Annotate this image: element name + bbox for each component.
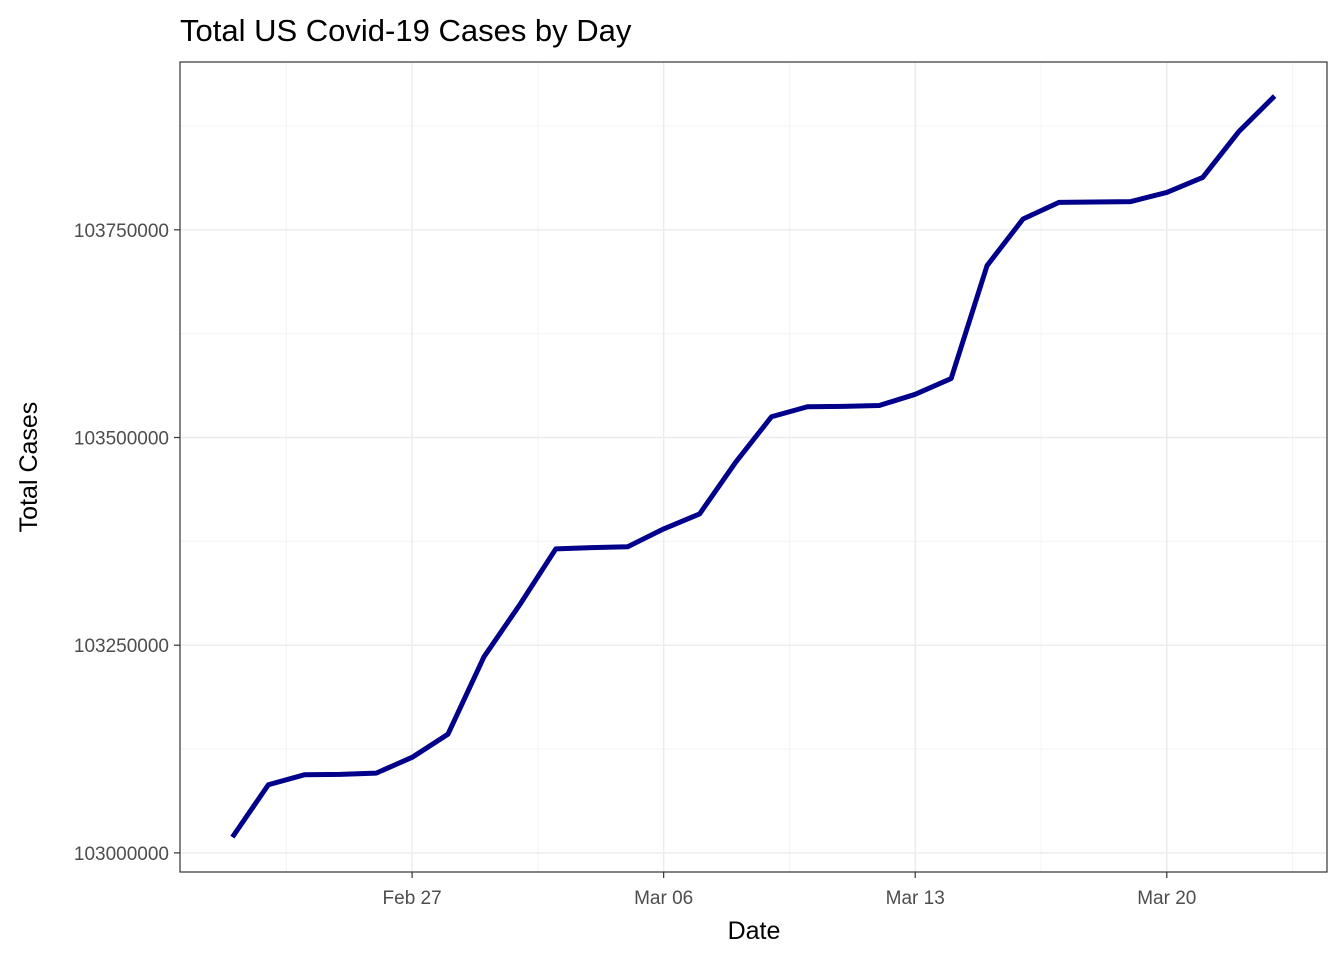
x-tick-label: Mar 20 <box>1137 888 1196 909</box>
y-tick-label: 103000000 <box>74 844 169 865</box>
y-tick-label: 103500000 <box>74 429 169 450</box>
y-tick-label: 103250000 <box>74 636 169 657</box>
series-line-1 <box>230 94 1277 839</box>
y-axis-title: Total Cases <box>15 402 43 533</box>
x-axis-title: Date <box>728 917 781 945</box>
x-tick-label: Feb 27 <box>383 888 442 909</box>
series-layer <box>230 94 1277 839</box>
major-gridlines <box>180 62 1327 872</box>
minor-gridlines <box>180 62 1327 872</box>
x-tick-label: Mar 13 <box>886 888 945 909</box>
panel-border <box>179 61 1328 873</box>
x-tick-label: Mar 06 <box>634 888 693 909</box>
x-axis: Feb 27 Mar 06 Mar 13 Mar 20 <box>383 872 1196 909</box>
y-tick-label: 103750000 <box>74 221 169 242</box>
y-axis: 103000000 103250000 103500000 103750000 <box>74 221 180 865</box>
chart-title: Total US Covid-19 Cases by Day <box>180 13 632 48</box>
